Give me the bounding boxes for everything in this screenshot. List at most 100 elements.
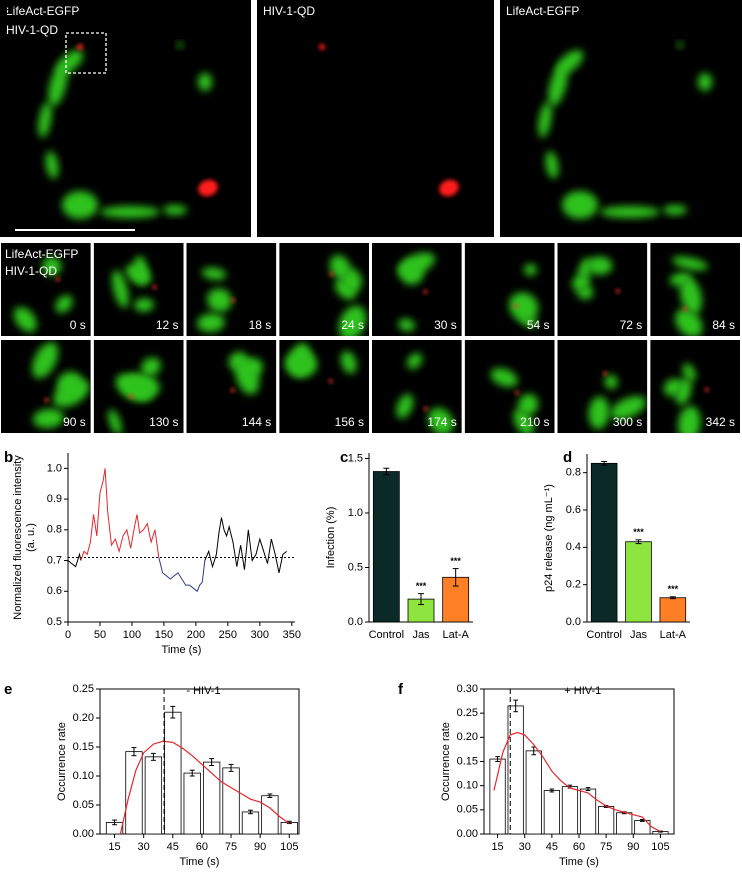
blob xyxy=(704,387,709,392)
x-tick-label: 30 xyxy=(519,841,531,853)
micrograph: 30 s xyxy=(372,243,462,336)
micrograph: 18 s xyxy=(186,243,277,336)
fit-curve xyxy=(119,740,290,835)
x-tick-label: 15 xyxy=(108,841,120,853)
panel-letter: e xyxy=(4,681,12,698)
y-tick-label: 0.05 xyxy=(457,804,478,816)
y-axis-label: Occurrence rate xyxy=(440,722,452,801)
bar xyxy=(543,790,560,835)
time-label: 156 s xyxy=(335,415,364,429)
bar xyxy=(590,462,618,623)
micrograph: LifeAct-EGFP xyxy=(500,0,742,237)
blob xyxy=(45,151,59,179)
micrograph: LifeAct-EGFP HIV-1-QD 0 s xyxy=(1,243,91,336)
blob xyxy=(509,292,539,322)
x-tick-label: Jas xyxy=(412,629,430,641)
blob xyxy=(615,289,620,294)
image-label: HIV-1-QD xyxy=(263,4,315,18)
y-tick-label: 0.20 xyxy=(457,731,478,743)
panel-letter: d xyxy=(563,449,572,466)
time-label: 130 s xyxy=(149,415,178,429)
blob xyxy=(675,308,703,336)
y-tick-label: 0.20 xyxy=(73,712,94,724)
y-tick-label: 0.2 xyxy=(566,579,581,591)
micrograph: 72 s xyxy=(557,243,648,336)
data-line xyxy=(204,517,288,573)
x-tick-label: Jas xyxy=(630,629,648,641)
error-bar xyxy=(418,593,424,606)
blob xyxy=(108,409,122,433)
error-bar xyxy=(513,699,518,713)
blob xyxy=(675,377,692,406)
blob xyxy=(319,44,325,50)
blob xyxy=(518,393,539,416)
blob xyxy=(207,288,232,313)
y-tick-label: 1.0 xyxy=(348,507,363,519)
blob xyxy=(177,42,183,48)
blob xyxy=(515,390,520,395)
image-label: LifeAct-EGFP xyxy=(506,4,579,18)
y-tick-label: 0.25 xyxy=(73,683,94,695)
blob xyxy=(329,255,351,280)
background xyxy=(257,0,494,237)
time-label: 174 s xyxy=(427,415,456,429)
blob xyxy=(514,304,519,309)
x-tick-label: 0 xyxy=(65,629,71,641)
blob xyxy=(230,388,235,393)
blob xyxy=(562,191,598,219)
blob xyxy=(396,394,414,419)
micrograph: 12 s xyxy=(93,243,184,336)
y-tick-label: 0.15 xyxy=(73,741,94,753)
blob xyxy=(439,179,459,197)
x-tick-label: 100 xyxy=(123,629,141,641)
x-tick-label: 45 xyxy=(167,841,179,853)
micrograph: 156 s xyxy=(279,340,369,433)
blob xyxy=(125,264,151,284)
x-tick-label: Control xyxy=(586,629,621,641)
bar xyxy=(598,806,615,835)
blob xyxy=(329,271,334,276)
time-label: 84 s xyxy=(712,318,735,332)
error-bar xyxy=(267,793,273,798)
bar xyxy=(164,711,182,835)
y-tick-label: 0.10 xyxy=(457,780,478,792)
bar xyxy=(489,758,506,835)
blob xyxy=(683,306,688,311)
blob xyxy=(698,73,712,91)
bar xyxy=(616,812,633,835)
blob xyxy=(588,396,610,430)
blob xyxy=(42,256,62,276)
blob xyxy=(340,351,357,374)
background xyxy=(464,243,555,336)
image-label: LifeAct-EGFP xyxy=(5,247,78,261)
fit-curve xyxy=(493,731,661,833)
error-bar xyxy=(495,756,500,762)
error-bar xyxy=(112,819,118,826)
time-label: 300 s xyxy=(613,415,642,429)
bar xyxy=(125,751,143,835)
image-label: HIV-1-QD xyxy=(6,23,58,37)
panel-letter: a xyxy=(4,1,13,18)
x-axis-label: Time (s) xyxy=(559,856,599,868)
y-axis-label: Normalized fluorescence intensity xyxy=(12,455,24,620)
error-bar xyxy=(601,460,608,466)
time-label: 0 s xyxy=(70,318,86,332)
x-tick-label: 105 xyxy=(280,841,298,853)
y-tick-label: 0.0 xyxy=(348,616,363,628)
blob xyxy=(201,267,227,280)
y-tick-label: 0.00 xyxy=(457,828,478,840)
blob xyxy=(241,358,263,377)
bar xyxy=(372,471,400,623)
y-axis-label: (a. u.) xyxy=(25,523,37,552)
y-tick-label: 0.05 xyxy=(73,799,94,811)
blob xyxy=(197,313,225,333)
significance: *** xyxy=(668,584,679,594)
x-tick-label: 15 xyxy=(491,841,503,853)
y-tick-label: 0.4 xyxy=(566,541,581,553)
bar xyxy=(561,786,579,835)
y-tick-label: 0.8 xyxy=(566,467,581,479)
error-bar xyxy=(452,568,459,587)
blob xyxy=(198,179,218,197)
blob xyxy=(53,379,90,408)
y-tick-label: 0.0 xyxy=(566,616,581,628)
